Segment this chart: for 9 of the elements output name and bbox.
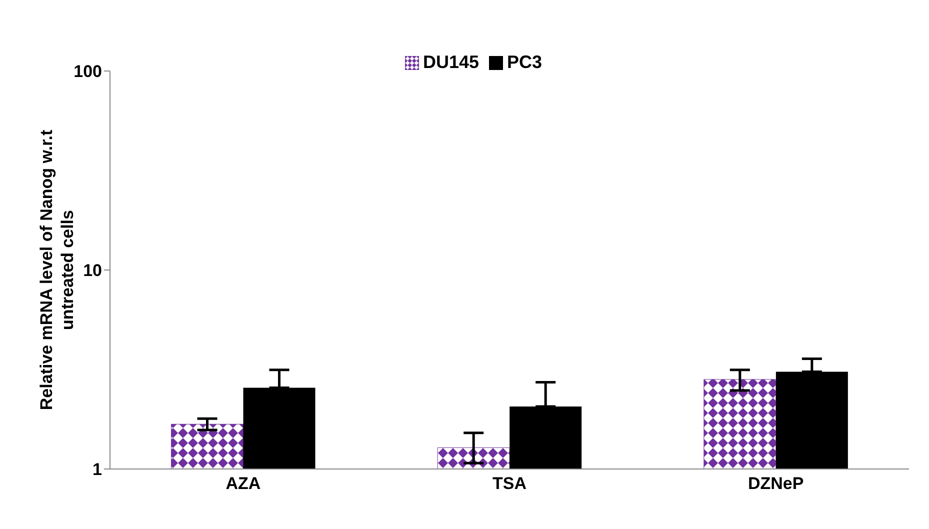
y-tick-label: 100 <box>74 62 102 82</box>
legend-label: DU145 <box>422 52 479 72</box>
y-axis-title: Relative mRNA level of Nanog w.r.t untreated cells <box>37 130 77 410</box>
y-tick-label: 1 <box>92 460 102 480</box>
x-tick-label: DZNeP <box>748 474 804 494</box>
y-tick-label: 10 <box>83 261 102 280</box>
x-tick-label: AZA <box>226 474 261 494</box>
x-tick-label: TSA <box>492 474 526 494</box>
legend-label: PC3 <box>507 52 542 72</box>
